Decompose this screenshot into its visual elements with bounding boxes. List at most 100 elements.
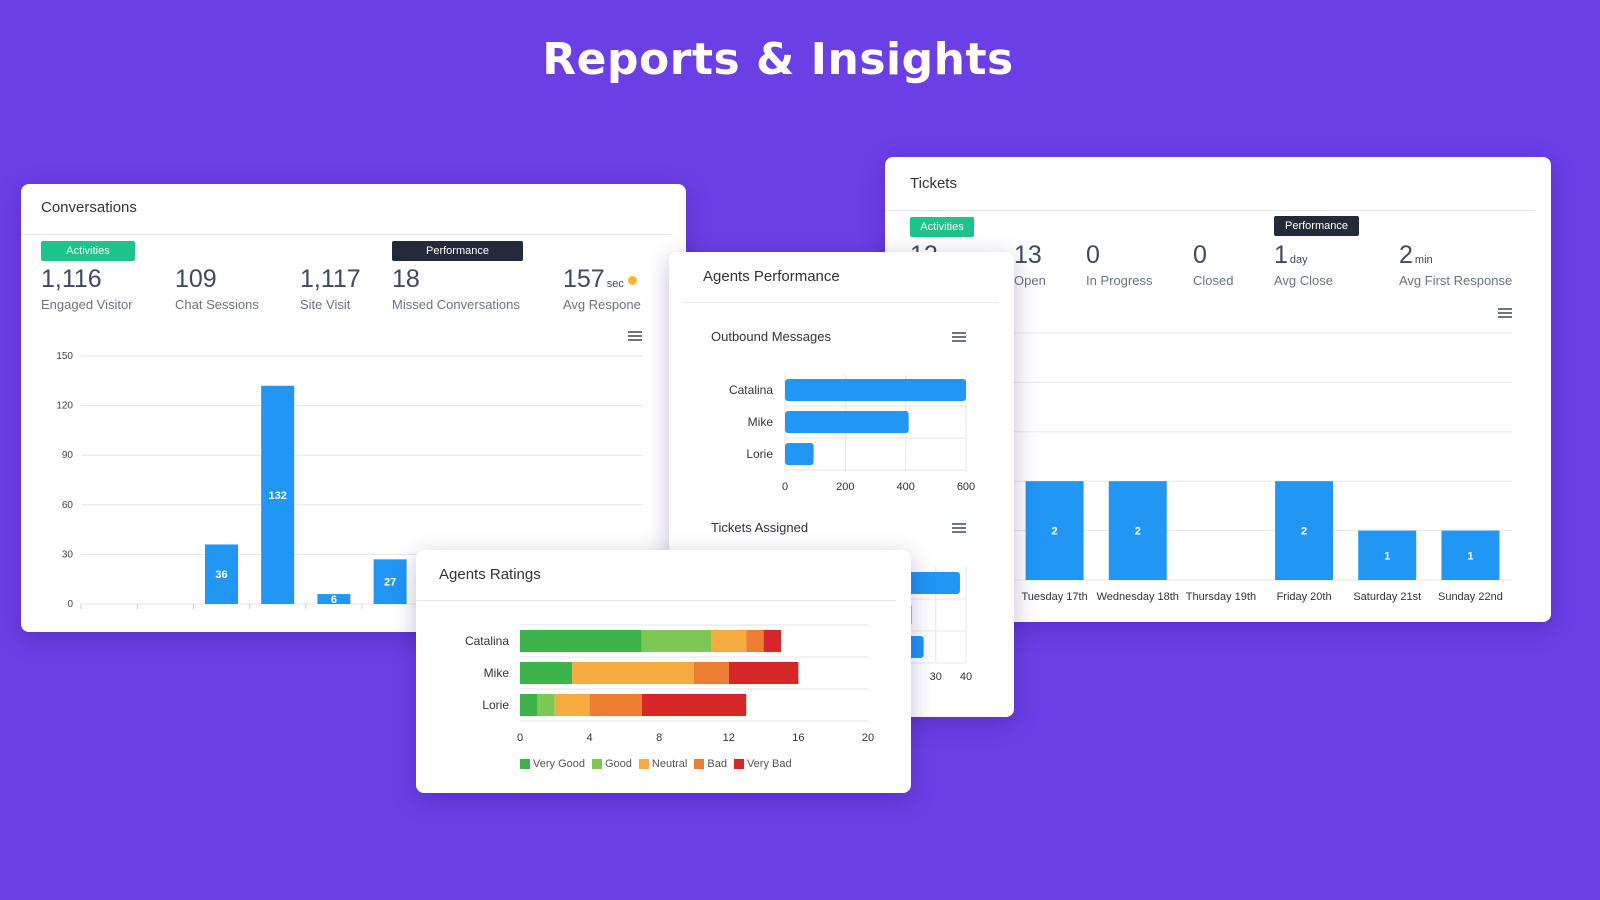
legend-label: Very Bad bbox=[746, 758, 792, 770]
tickets-assigned-title: Tickets Assigned bbox=[711, 520, 809, 535]
legend-item[interactable]: Neutral bbox=[638, 758, 688, 770]
data-label: 36 bbox=[215, 569, 227, 581]
legend-swatch bbox=[638, 759, 649, 769]
y-tick-label: 150 bbox=[56, 351, 73, 362]
chart-menu-icon[interactable] bbox=[952, 332, 966, 342]
stat-label: Closed bbox=[1193, 273, 1234, 288]
x-tick-label: Sunday 22nd bbox=[1438, 591, 1503, 603]
legend-item[interactable]: Very Bad bbox=[733, 758, 792, 770]
stat-value: 157 sec bbox=[563, 265, 637, 294]
bar bbox=[261, 385, 295, 604]
x-tick-label: Saturday 21st bbox=[1353, 591, 1421, 603]
agents-ratings-card: Agents Ratings Catalina Mike Lorie 0 4 8 12 16 2… bbox=[416, 550, 911, 793]
x-tick-label: 0 bbox=[517, 732, 523, 744]
x-tick-label: 4 bbox=[587, 732, 593, 744]
legend-label: Very Good bbox=[533, 758, 585, 770]
y-tick-label: 30 bbox=[62, 549, 74, 560]
divider bbox=[416, 600, 896, 601]
y-tick-label: 60 bbox=[62, 500, 74, 511]
bar-segment bbox=[589, 694, 642, 716]
legend-swatch bbox=[733, 759, 744, 769]
stat-unit: sec bbox=[606, 278, 624, 290]
status-dot bbox=[627, 275, 637, 285]
outbound-chart: Catalina Mike Lorie 0 200 400 600 bbox=[729, 374, 975, 493]
bar bbox=[317, 594, 351, 604]
chart-menu-icon[interactable] bbox=[952, 523, 966, 533]
legend-item[interactable]: Very Good bbox=[520, 758, 585, 770]
bar bbox=[373, 559, 407, 604]
legend-label: Neutral bbox=[651, 758, 688, 770]
x-tick-label: 0 bbox=[782, 481, 788, 493]
agents-performance-title: Agents Performance bbox=[703, 268, 840, 285]
stat-value: 1,116 bbox=[41, 265, 102, 293]
stat-label: Engaged Visitor bbox=[41, 297, 133, 312]
activities-badge[interactable]: Activities bbox=[910, 217, 974, 237]
stat-value: 1 day bbox=[1274, 241, 1308, 269]
bar-segment bbox=[694, 662, 729, 684]
bar-segment bbox=[520, 662, 573, 684]
x-tick-label: 40 bbox=[960, 671, 972, 683]
legend-swatch bbox=[520, 759, 530, 769]
stat-label: Avg Respone bbox=[563, 297, 641, 312]
tickets-card: Tickets Activities Performance 1 2 13 Ope… bbox=[885, 157, 1551, 622]
y-tick-label: 120 bbox=[56, 401, 73, 412]
stat-unit: min bbox=[1414, 254, 1433, 266]
stat-value: 13 bbox=[1014, 241, 1042, 269]
bar-segment bbox=[711, 630, 747, 652]
stat-value: 0 bbox=[1193, 241, 1207, 269]
ratings-legend: Very Good Good Neutral Bad Very Bad bbox=[520, 756, 799, 774]
divider bbox=[885, 210, 1535, 211]
page-title: Reports & Insights bbox=[542, 34, 1014, 85]
y-tick-label: Mike bbox=[748, 415, 774, 429]
ratings-chart: Catalina Mike Lorie 0 4 8 12 16 20 bbox=[465, 624, 874, 744]
bar bbox=[1441, 530, 1500, 580]
bar-segment bbox=[641, 694, 747, 716]
data-label: 2 bbox=[1052, 526, 1058, 538]
stat-label: In Progress bbox=[1086, 273, 1153, 288]
bar bbox=[1108, 481, 1167, 580]
bar bbox=[1025, 481, 1084, 580]
chart-menu-icon[interactable] bbox=[628, 331, 642, 341]
bar bbox=[785, 379, 966, 401]
x-tick-label: Thursday 19th bbox=[1186, 591, 1256, 603]
stat-value: 1,117 bbox=[300, 265, 361, 293]
activities-badge[interactable]: Activities bbox=[41, 241, 135, 261]
legend-item[interactable]: Good bbox=[591, 758, 632, 770]
y-tick-label: Lorie bbox=[746, 447, 773, 461]
stat-value: 2 min bbox=[1399, 241, 1433, 269]
y-tick-label: Catalina bbox=[465, 634, 509, 648]
performance-badge[interactable]: Performance bbox=[392, 241, 523, 261]
bar bbox=[785, 443, 814, 465]
stat-label: Avg First Response bbox=[1399, 273, 1513, 288]
x-tick-label: 600 bbox=[957, 481, 975, 493]
y-tick-label: Lorie bbox=[482, 698, 509, 712]
y-tick-label: Catalina bbox=[729, 383, 773, 397]
x-tick-label: Friday 20th bbox=[1277, 591, 1332, 603]
bar bbox=[205, 544, 238, 604]
stat-label: Site Visit bbox=[300, 297, 351, 312]
stat-label: Open bbox=[1014, 273, 1046, 288]
stat-value: 109 bbox=[175, 265, 217, 293]
tickets-chart: 2 Tuesday 17th 2 Wednesday 18th Thursday 19t… bbox=[1013, 332, 1512, 603]
performance-badge[interactable]: Performance bbox=[1274, 216, 1359, 236]
x-tick-label: 400 bbox=[896, 481, 914, 493]
legend-label: Bad bbox=[707, 758, 727, 770]
tickets-title: Tickets bbox=[910, 175, 957, 192]
x-tick-label: 20 bbox=[862, 732, 874, 744]
divider bbox=[683, 302, 999, 303]
conversations-card: Conversations Activities Performance 1,1… bbox=[21, 184, 686, 632]
bar bbox=[1358, 530, 1417, 580]
legend-swatch bbox=[591, 759, 602, 769]
stat-label: Chat Sessions bbox=[175, 297, 259, 312]
bar bbox=[785, 411, 909, 433]
legend-item[interactable]: Bad bbox=[694, 758, 727, 770]
chart-menu-icon[interactable] bbox=[1498, 308, 1512, 318]
bar-segment bbox=[520, 630, 642, 652]
data-label: 27 bbox=[384, 577, 396, 589]
bar-segment bbox=[746, 630, 764, 652]
x-tick-label: 8 bbox=[656, 732, 662, 744]
x-tick-label: 30 bbox=[930, 671, 942, 683]
bar-segment bbox=[763, 630, 781, 652]
bar bbox=[1275, 481, 1334, 580]
x-tick-label: 12 bbox=[723, 732, 735, 744]
